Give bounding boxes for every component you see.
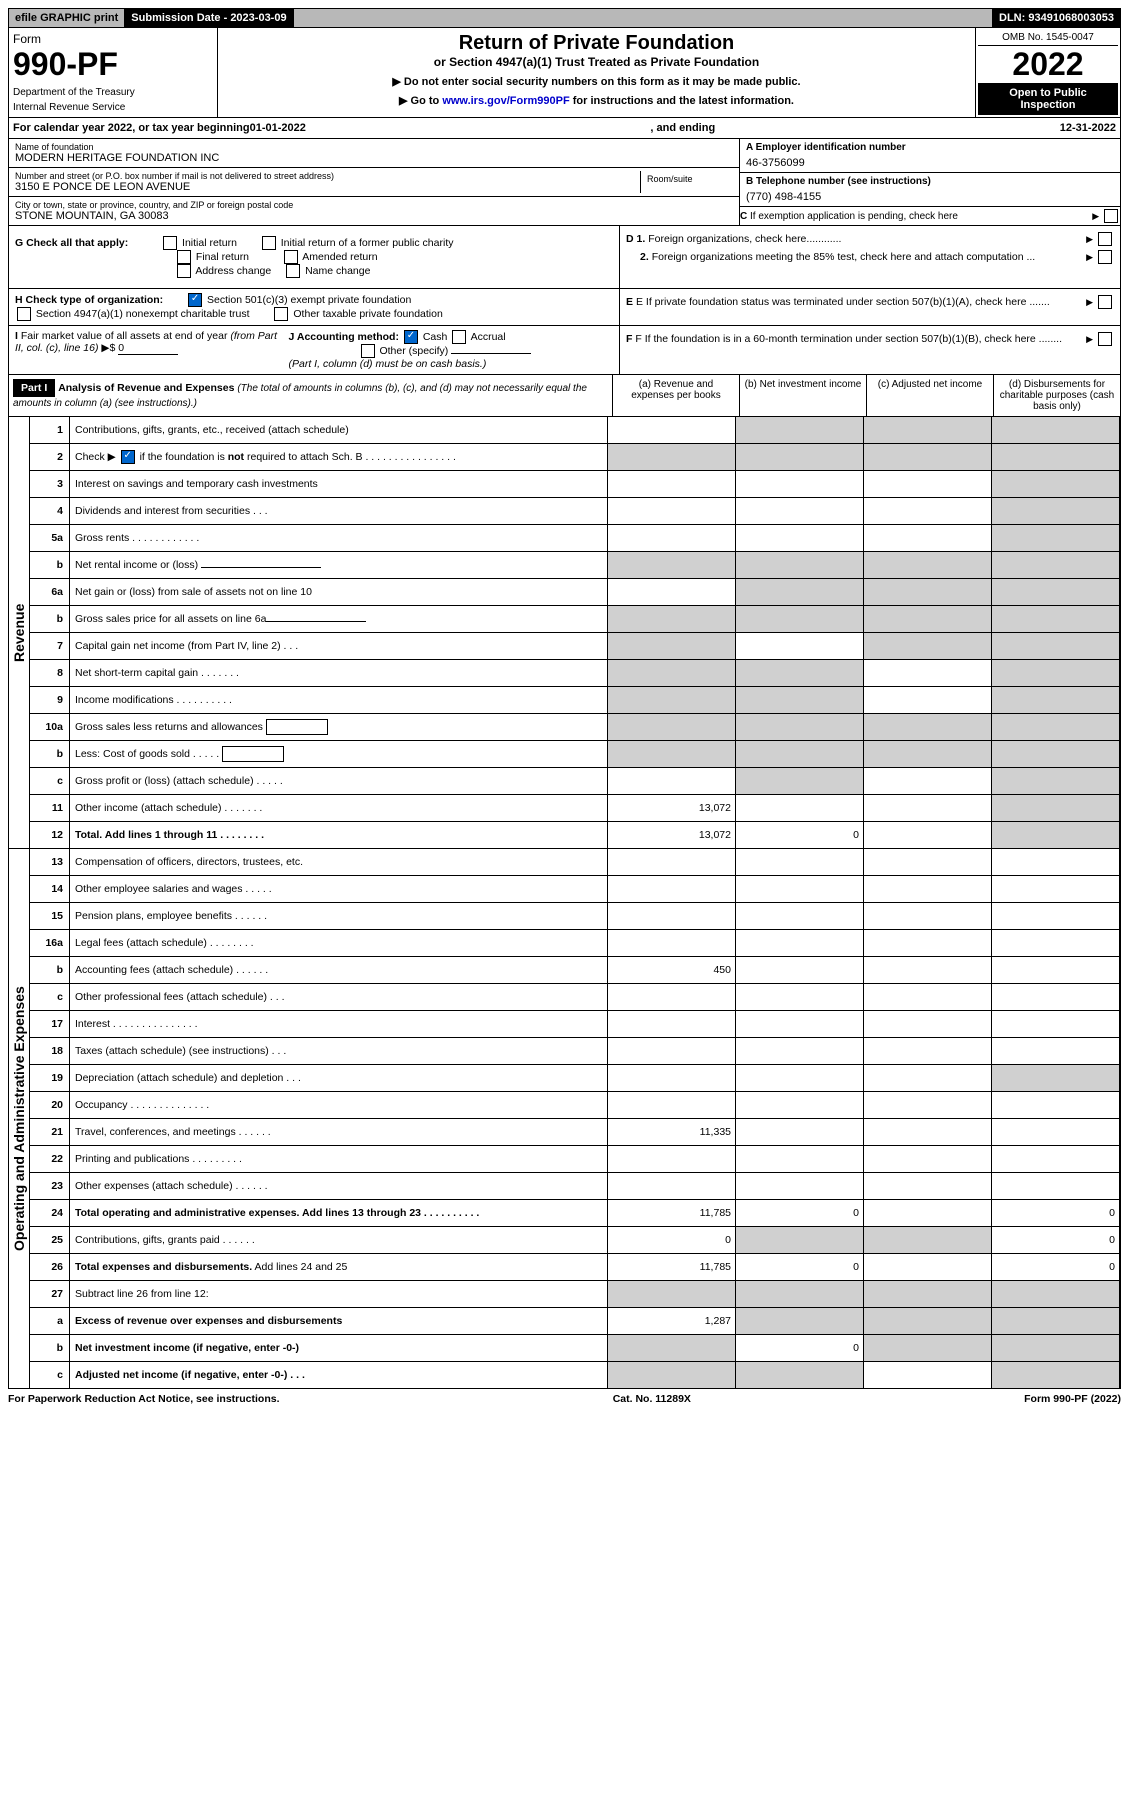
- form-header: Form 990-PF Department of the Treasury I…: [8, 28, 1121, 118]
- checkbox-d2[interactable]: [1098, 250, 1112, 264]
- form-word: Form: [13, 32, 213, 46]
- expenses-section: Operating and Administrative Expenses 13…: [8, 849, 1121, 1389]
- dept-treasury: Department of the Treasury: [13, 87, 213, 98]
- city-label: City or town, state or province, country…: [15, 200, 733, 210]
- ein-label: A Employer identification number: [746, 142, 1114, 153]
- cash-basis-note: (Part I, column (d) must be on cash basi…: [289, 358, 487, 370]
- checkbox-initial[interactable]: [163, 236, 177, 250]
- cat-number: Cat. No. 11289X: [613, 1393, 691, 1405]
- checkbox-c[interactable]: [1104, 209, 1118, 223]
- checkbox-other-method[interactable]: [361, 344, 375, 358]
- checkbox-e[interactable]: [1098, 295, 1112, 309]
- tax-year: 2022: [978, 46, 1118, 83]
- checkbox-final[interactable]: [177, 250, 191, 264]
- form-number: 990-PF: [13, 46, 213, 83]
- checkbox-address[interactable]: [177, 264, 191, 278]
- h-label: H Check type of organization:: [15, 294, 163, 306]
- exemption-pending-label: If exemption application is pending, che…: [750, 211, 958, 222]
- goto-note: ▶ Go to www.irs.gov/Form990PF for instru…: [222, 94, 971, 107]
- j-label: J Accounting method:: [289, 331, 399, 343]
- checkbox-initial-former[interactable]: [262, 236, 276, 250]
- page-footer: For Paperwork Reduction Act Notice, see …: [8, 1389, 1121, 1409]
- addr-label: Number and street (or P.O. box number if…: [15, 171, 640, 181]
- year-end: 12-31-2022: [1060, 122, 1116, 134]
- checkbox-name[interactable]: [286, 264, 300, 278]
- checkbox-accrual[interactable]: [452, 330, 466, 344]
- ssn-note: ▶ Do not enter social security numbers o…: [222, 75, 971, 88]
- calendar-year-row: For calendar year 2022, or tax year begi…: [8, 118, 1121, 139]
- city-state-zip: STONE MOUNTAIN, GA 30083: [15, 210, 733, 222]
- phone-label: B Telephone number (see instructions): [746, 176, 1114, 187]
- part1-header: Part I Analysis of Revenue and Expenses …: [8, 375, 1121, 417]
- top-bar: efile GRAPHIC print Submission Date - 20…: [8, 8, 1121, 28]
- omb-number: OMB No. 1545-0047: [978, 30, 1118, 46]
- open-inspection: Open to Public Inspection: [978, 83, 1118, 115]
- checkbox-f[interactable]: [1098, 332, 1112, 346]
- form-ref: Form 990-PF (2022): [1024, 1393, 1121, 1405]
- irs-link[interactable]: www.irs.gov/Form990PF: [442, 95, 569, 107]
- fmv-value: 0: [118, 342, 178, 355]
- checks-section: G Check all that apply: Initial return I…: [8, 226, 1121, 289]
- dln: DLN: 93491068003053: [993, 9, 1120, 27]
- part1-title: Analysis of Revenue and Expenses: [58, 382, 234, 394]
- irs-label: Internal Revenue Service: [13, 102, 213, 113]
- room-suite-label: Room/suite: [640, 171, 733, 193]
- form-subtitle: or Section 4947(a)(1) Trust Treated as P…: [222, 55, 971, 69]
- col-d-header: (d) Disbursements for charitable purpose…: [993, 375, 1120, 416]
- foundation-name: MODERN HERITAGE FOUNDATION INC: [15, 152, 733, 164]
- form-title: Return of Private Foundation: [222, 32, 971, 55]
- name-label: Name of foundation: [15, 142, 733, 152]
- entity-info: Name of foundation MODERN HERITAGE FOUND…: [8, 139, 1121, 226]
- col-b-header: (b) Net investment income: [739, 375, 866, 416]
- paperwork-notice: For Paperwork Reduction Act Notice, see …: [8, 1393, 280, 1405]
- checkbox-cash[interactable]: ✓: [404, 330, 418, 344]
- checkbox-4947[interactable]: [17, 307, 31, 321]
- revenue-label: Revenue: [9, 417, 30, 848]
- year-begin: 01-01-2022: [250, 122, 306, 134]
- revenue-section: Revenue 1Contributions, gifts, grants, e…: [8, 417, 1121, 849]
- col-c-header: (c) Adjusted net income: [866, 375, 993, 416]
- g-label: G Check all that apply:: [15, 237, 128, 249]
- col-a-header: (a) Revenue and expenses per books: [612, 375, 739, 416]
- checkbox-other-taxable[interactable]: [274, 307, 288, 321]
- expenses-label: Operating and Administrative Expenses: [9, 849, 30, 1388]
- submission-date: Submission Date - 2023-03-09: [125, 9, 293, 27]
- checkbox-d1[interactable]: [1098, 232, 1112, 246]
- checkbox-schb[interactable]: ✓: [121, 450, 135, 464]
- efile-label: efile GRAPHIC print: [9, 9, 125, 27]
- street-address: 3150 E PONCE DE LEON AVENUE: [15, 181, 640, 193]
- ein-value: 46-3756099: [746, 153, 1114, 169]
- checkbox-501c3[interactable]: ✓: [188, 293, 202, 307]
- part1-label: Part I: [13, 379, 55, 397]
- phone-value: (770) 498-4155: [746, 187, 1114, 203]
- checkbox-amended[interactable]: [284, 250, 298, 264]
